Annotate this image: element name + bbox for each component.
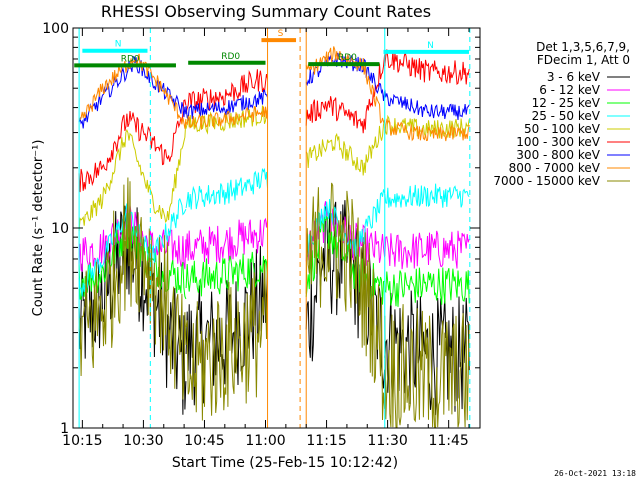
y-tick-label-3: 100: [42, 21, 69, 37]
series-2-segment-2: [185, 217, 268, 265]
legend-header-line-1: Det 1,3,5,6,7,9,: [536, 40, 630, 54]
plot-area: N RD0 RD0 S RD0 N: [74, 28, 471, 428]
chart-title: RHESSI Observing Summary Count Rates: [101, 2, 431, 21]
legend-label-2: 6 - 12 keV: [539, 83, 601, 97]
flag-label-2: RD0: [121, 54, 140, 64]
y-tick-label-2: 10: [51, 221, 69, 237]
series-5-segment-4: [384, 114, 470, 139]
x-tick-label-4: 11:00: [245, 433, 285, 449]
series-3-segment-4: [384, 267, 470, 307]
x-tick-label-1: 10:15: [62, 433, 102, 449]
legend-label-3: 12 - 25 keV: [532, 96, 601, 110]
legend-label-5: 50 - 100 keV: [524, 122, 601, 136]
x-tick-label-7: 11:45: [428, 433, 468, 449]
flag-label-6: N: [427, 41, 434, 51]
series-8-segment-1: [78, 53, 187, 129]
series-2-segment-4: [384, 230, 470, 270]
flag-label-4: S: [278, 29, 284, 39]
x-tick-label-5: 11:15: [306, 433, 346, 449]
flag-label-3: RD0: [221, 52, 240, 62]
series-5-segment-1: [78, 120, 187, 232]
flag-label-1: N: [115, 40, 122, 50]
x-axis-label: Start Time (25-Feb-15 10:12:42): [172, 455, 398, 471]
flag-label-5: RD0: [338, 53, 357, 63]
series-8-segment-2: [185, 105, 268, 130]
series-4-segment-4: [384, 183, 470, 208]
legend-label-1: 3 - 6 keV: [547, 70, 601, 84]
series-7-segment-2: [185, 89, 268, 121]
series-6-segment-4: [384, 49, 470, 85]
axes: 10:15 10:30 10:45 11:00 11:15 11:30 11:45 1 10 10…: [42, 21, 480, 449]
series-6: [78, 49, 470, 193]
series-4-segment-2: [185, 167, 268, 210]
x-tick-label-3: 10:45: [184, 433, 224, 449]
series-9-segment-2: [185, 259, 268, 421]
legend-label-9: 7000 - 15000 keV: [493, 174, 600, 188]
legend-header-line-2: FDecim 1, Att 0: [537, 53, 630, 67]
legend-label-6: 100 - 300 keV: [516, 135, 600, 149]
series-9-segment-3: [305, 182, 386, 421]
series-9: [78, 177, 470, 428]
y-tick-label-1: 1: [60, 421, 69, 437]
x-tick-label-2: 10:30: [123, 433, 163, 449]
series-8-segment-4: [384, 118, 470, 142]
series-6-segment-3: [305, 54, 386, 134]
series-6-segment-2: [185, 69, 268, 114]
series-9-segment-4: [384, 304, 470, 428]
legend-label-8: 800 - 7000 keV: [509, 161, 601, 175]
series-9-segment-1: [78, 177, 187, 400]
legend-label-4: 25 - 50 keV: [532, 109, 601, 123]
legend-label-7: 300 - 800 keV: [516, 148, 600, 162]
series-7-segment-4: [384, 89, 470, 121]
series-3-segment-2: [185, 251, 268, 297]
timestamp: 26-Oct-2021 13:18: [554, 469, 636, 478]
x-tick-label-6: 11:30: [367, 433, 407, 449]
series-6-segment-1: [78, 99, 187, 193]
series-7-segment-3: [305, 52, 386, 102]
series-5-segment-3: [305, 120, 386, 176]
legend: Det 1,3,5,6,7,9, FDecim 1, Att 0 3 - 6 k…: [493, 40, 630, 188]
y-axis-label: Count Rate (s⁻¹ detector⁻¹): [31, 140, 46, 317]
